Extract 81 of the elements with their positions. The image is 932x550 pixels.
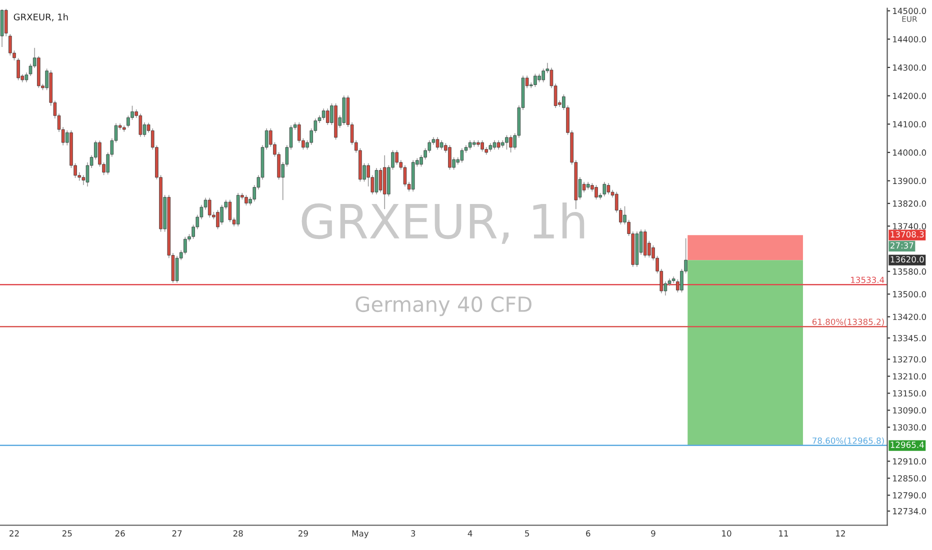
x-tick-label: 25 (62, 530, 72, 537)
x-tick-label: 6 (586, 530, 590, 537)
candlestick (594, 184, 598, 200)
text: 13620.0 (890, 256, 924, 263)
candlestick (468, 140, 472, 150)
text: GRXEUR, 1h (14, 13, 68, 22)
candlestick (8, 34, 12, 56)
y-tick-label: 13740.0 (893, 223, 926, 230)
candlestick (126, 115, 130, 128)
x-tick-label: 27 (172, 530, 182, 536)
candlestick (298, 122, 301, 144)
candlestick (602, 181, 606, 197)
y-tick-label: 14400.0 (893, 36, 926, 42)
candlestick (374, 168, 378, 195)
y-tick-label: 13580.0 (893, 268, 926, 275)
y-tick-label: 13030.0 (893, 424, 926, 431)
candlestick (322, 108, 326, 120)
y-tick-label: 14300.0 (893, 64, 926, 71)
x-tick-label: May (352, 530, 369, 538)
x-tick-label: 28 (233, 530, 243, 537)
candlestick (496, 140, 500, 150)
candlestick (220, 204, 224, 226)
candlestick (460, 148, 464, 164)
y-tick-label: 13420.0 (893, 314, 926, 320)
y-tick-label: 14100.0 (893, 121, 926, 128)
y-tick-label: 14200.0 (893, 92, 926, 100)
candlestick (509, 134, 512, 153)
y-tick-label: 12850.0 (893, 475, 926, 482)
candlestick (244, 194, 248, 206)
y-tick-label: 13270.0 (893, 356, 926, 363)
candlestick (228, 199, 232, 223)
text: 27:37 (890, 242, 914, 249)
x-tick-label: 22 (10, 530, 19, 536)
y-tick-label: 13820.0 (893, 200, 926, 207)
text: 12965.4 (890, 442, 924, 448)
candlestick (326, 108, 330, 126)
x-tick-label: 10 (722, 530, 732, 537)
candlestick (480, 140, 484, 152)
x-tick-label: 3 (411, 530, 416, 537)
x-tick-label: 9 (651, 530, 656, 537)
x-tick-label: 12 (836, 530, 845, 536)
candlestick (505, 134, 508, 150)
candlestick (4, 8, 8, 37)
x-tick-label: 11 (779, 530, 788, 536)
x-tick-label: 29 (298, 530, 308, 537)
x-tick-label: 5 (525, 530, 529, 537)
candlestick (436, 136, 440, 150)
candlestick (606, 182, 610, 195)
y-tick-label: 12790.0 (893, 492, 926, 499)
y-tick-label: 14500.0 (893, 8, 926, 14)
x-tick-label: 4 (468, 530, 472, 536)
candlestick (138, 113, 142, 138)
ref-line-label: 78.60%(12965.8) (812, 437, 884, 445)
y-tick-label: 13345.0 (893, 334, 926, 342)
text: 13708.3 (890, 231, 924, 238)
annotation: Germany 40 CFD (356, 296, 532, 316)
candlestick (448, 144, 452, 170)
candlestick (16, 58, 20, 81)
y-tick-label: 12910.0 (893, 458, 926, 465)
candlestick (184, 236, 187, 255)
candlestick (492, 140, 496, 150)
y-tick-label: 13500.0 (893, 291, 926, 298)
candlestick (440, 140, 444, 150)
ref-line-label: 61.80%(13385.2) (812, 318, 884, 326)
candlestick (534, 73, 537, 88)
x-tick-label: 26 (115, 530, 125, 537)
candlestick (542, 68, 545, 83)
y-tick-label: 13900.0 (893, 178, 926, 184)
candlestick (216, 210, 220, 230)
ref-line-label: 13533.4 (851, 276, 884, 284)
candlestick (643, 229, 647, 258)
candlestick (378, 168, 382, 193)
candlestick (395, 150, 398, 166)
candlestick (208, 197, 212, 218)
y-tick-label: 13150.0 (893, 390, 926, 397)
y-tick-label: 13090.0 (893, 407, 926, 414)
candlestick (428, 140, 432, 154)
y-tick-label: 14000.0 (893, 149, 926, 156)
y-tick-label: 13210.0 (893, 373, 926, 380)
candlestick (24, 72, 28, 83)
y-tick-label: 12734.0 (893, 508, 926, 514)
